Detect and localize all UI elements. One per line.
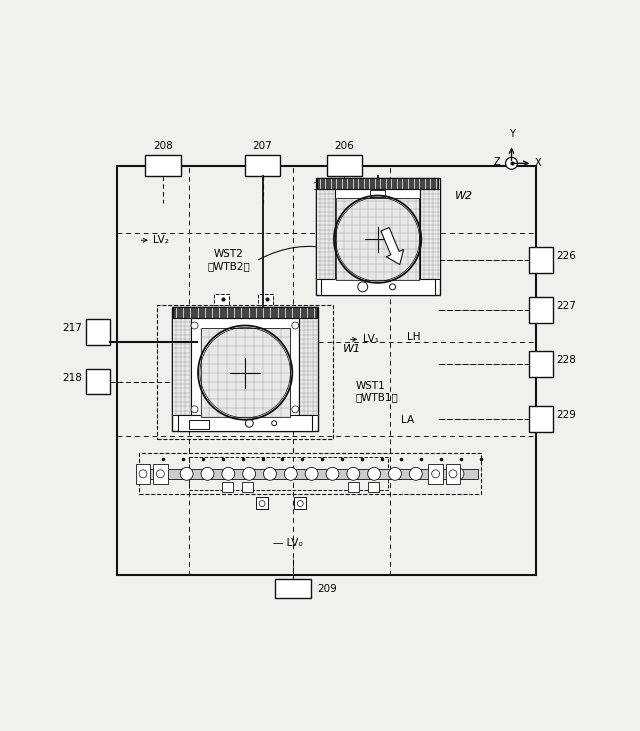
Circle shape	[222, 467, 235, 480]
Circle shape	[191, 322, 198, 329]
Text: 226: 226	[557, 251, 577, 261]
Circle shape	[292, 322, 299, 329]
Circle shape	[156, 470, 164, 478]
Circle shape	[243, 467, 255, 480]
Polygon shape	[153, 464, 168, 484]
Polygon shape	[275, 580, 311, 598]
Polygon shape	[178, 415, 312, 431]
Text: 218: 218	[62, 373, 82, 382]
Polygon shape	[189, 420, 209, 429]
Polygon shape	[317, 178, 438, 189]
Polygon shape	[300, 318, 318, 415]
Circle shape	[305, 467, 318, 480]
Circle shape	[388, 467, 401, 480]
Polygon shape	[370, 190, 385, 197]
Polygon shape	[86, 368, 110, 395]
Circle shape	[297, 501, 303, 507]
Polygon shape	[117, 166, 536, 575]
Polygon shape	[335, 189, 420, 279]
Text: WST2
（WTB2）: WST2 （WTB2）	[207, 249, 250, 270]
Polygon shape	[337, 198, 419, 281]
Circle shape	[410, 467, 422, 480]
FancyArrow shape	[381, 227, 404, 265]
Circle shape	[292, 406, 299, 413]
Polygon shape	[214, 294, 228, 305]
Circle shape	[180, 467, 193, 480]
Circle shape	[449, 470, 457, 478]
Polygon shape	[222, 482, 233, 492]
Text: X: X	[535, 159, 541, 168]
Circle shape	[368, 467, 381, 480]
Circle shape	[347, 467, 360, 480]
Polygon shape	[529, 406, 553, 431]
Polygon shape	[172, 318, 191, 415]
Polygon shape	[316, 189, 335, 279]
Circle shape	[259, 501, 265, 507]
Text: 207: 207	[253, 141, 273, 151]
Polygon shape	[326, 155, 362, 175]
Polygon shape	[348, 482, 359, 492]
Circle shape	[191, 406, 198, 413]
Polygon shape	[244, 155, 280, 175]
Text: LV₁: LV₁	[363, 334, 379, 344]
Text: 209: 209	[317, 584, 337, 594]
Polygon shape	[173, 307, 317, 318]
Text: LH: LH	[408, 332, 421, 342]
Circle shape	[139, 470, 147, 478]
Circle shape	[201, 467, 214, 480]
Polygon shape	[259, 294, 273, 305]
Circle shape	[431, 470, 440, 478]
Text: Y: Y	[509, 129, 515, 138]
Polygon shape	[200, 328, 290, 417]
Polygon shape	[529, 297, 553, 322]
Text: 12: 12	[313, 181, 326, 192]
Polygon shape	[86, 319, 110, 345]
Circle shape	[326, 467, 339, 480]
Text: 228: 228	[557, 355, 577, 366]
Text: — LV₀: — LV₀	[273, 538, 303, 548]
Circle shape	[284, 467, 297, 480]
Polygon shape	[191, 318, 300, 415]
Text: LV₂: LV₂	[154, 235, 170, 245]
Polygon shape	[141, 469, 478, 479]
Text: 227: 227	[557, 300, 577, 311]
Polygon shape	[172, 307, 318, 431]
Circle shape	[358, 282, 367, 292]
Text: 229: 229	[557, 410, 577, 420]
Circle shape	[430, 467, 443, 480]
Polygon shape	[321, 279, 435, 295]
Polygon shape	[529, 352, 553, 377]
Circle shape	[264, 467, 276, 480]
Polygon shape	[420, 189, 440, 279]
Polygon shape	[316, 178, 440, 295]
Polygon shape	[242, 482, 253, 492]
Polygon shape	[145, 155, 181, 175]
Circle shape	[506, 157, 518, 170]
Text: 14: 14	[220, 316, 233, 325]
Text: WST1
（WTB1）: WST1 （WTB1）	[356, 381, 399, 402]
Circle shape	[390, 284, 396, 289]
Text: LA: LA	[401, 414, 415, 425]
Polygon shape	[529, 247, 553, 273]
Text: 217: 217	[62, 323, 82, 333]
Polygon shape	[445, 464, 460, 484]
Text: 206: 206	[335, 141, 355, 151]
Polygon shape	[368, 482, 379, 492]
Circle shape	[451, 467, 464, 480]
Circle shape	[245, 420, 253, 427]
Text: Z: Z	[494, 157, 500, 167]
Text: W1: W1	[343, 344, 361, 355]
Polygon shape	[136, 464, 150, 484]
Text: 208: 208	[154, 141, 173, 151]
Polygon shape	[294, 497, 306, 509]
Polygon shape	[428, 464, 443, 484]
Text: W2: W2	[454, 191, 472, 200]
Circle shape	[272, 421, 276, 425]
Polygon shape	[255, 497, 268, 509]
